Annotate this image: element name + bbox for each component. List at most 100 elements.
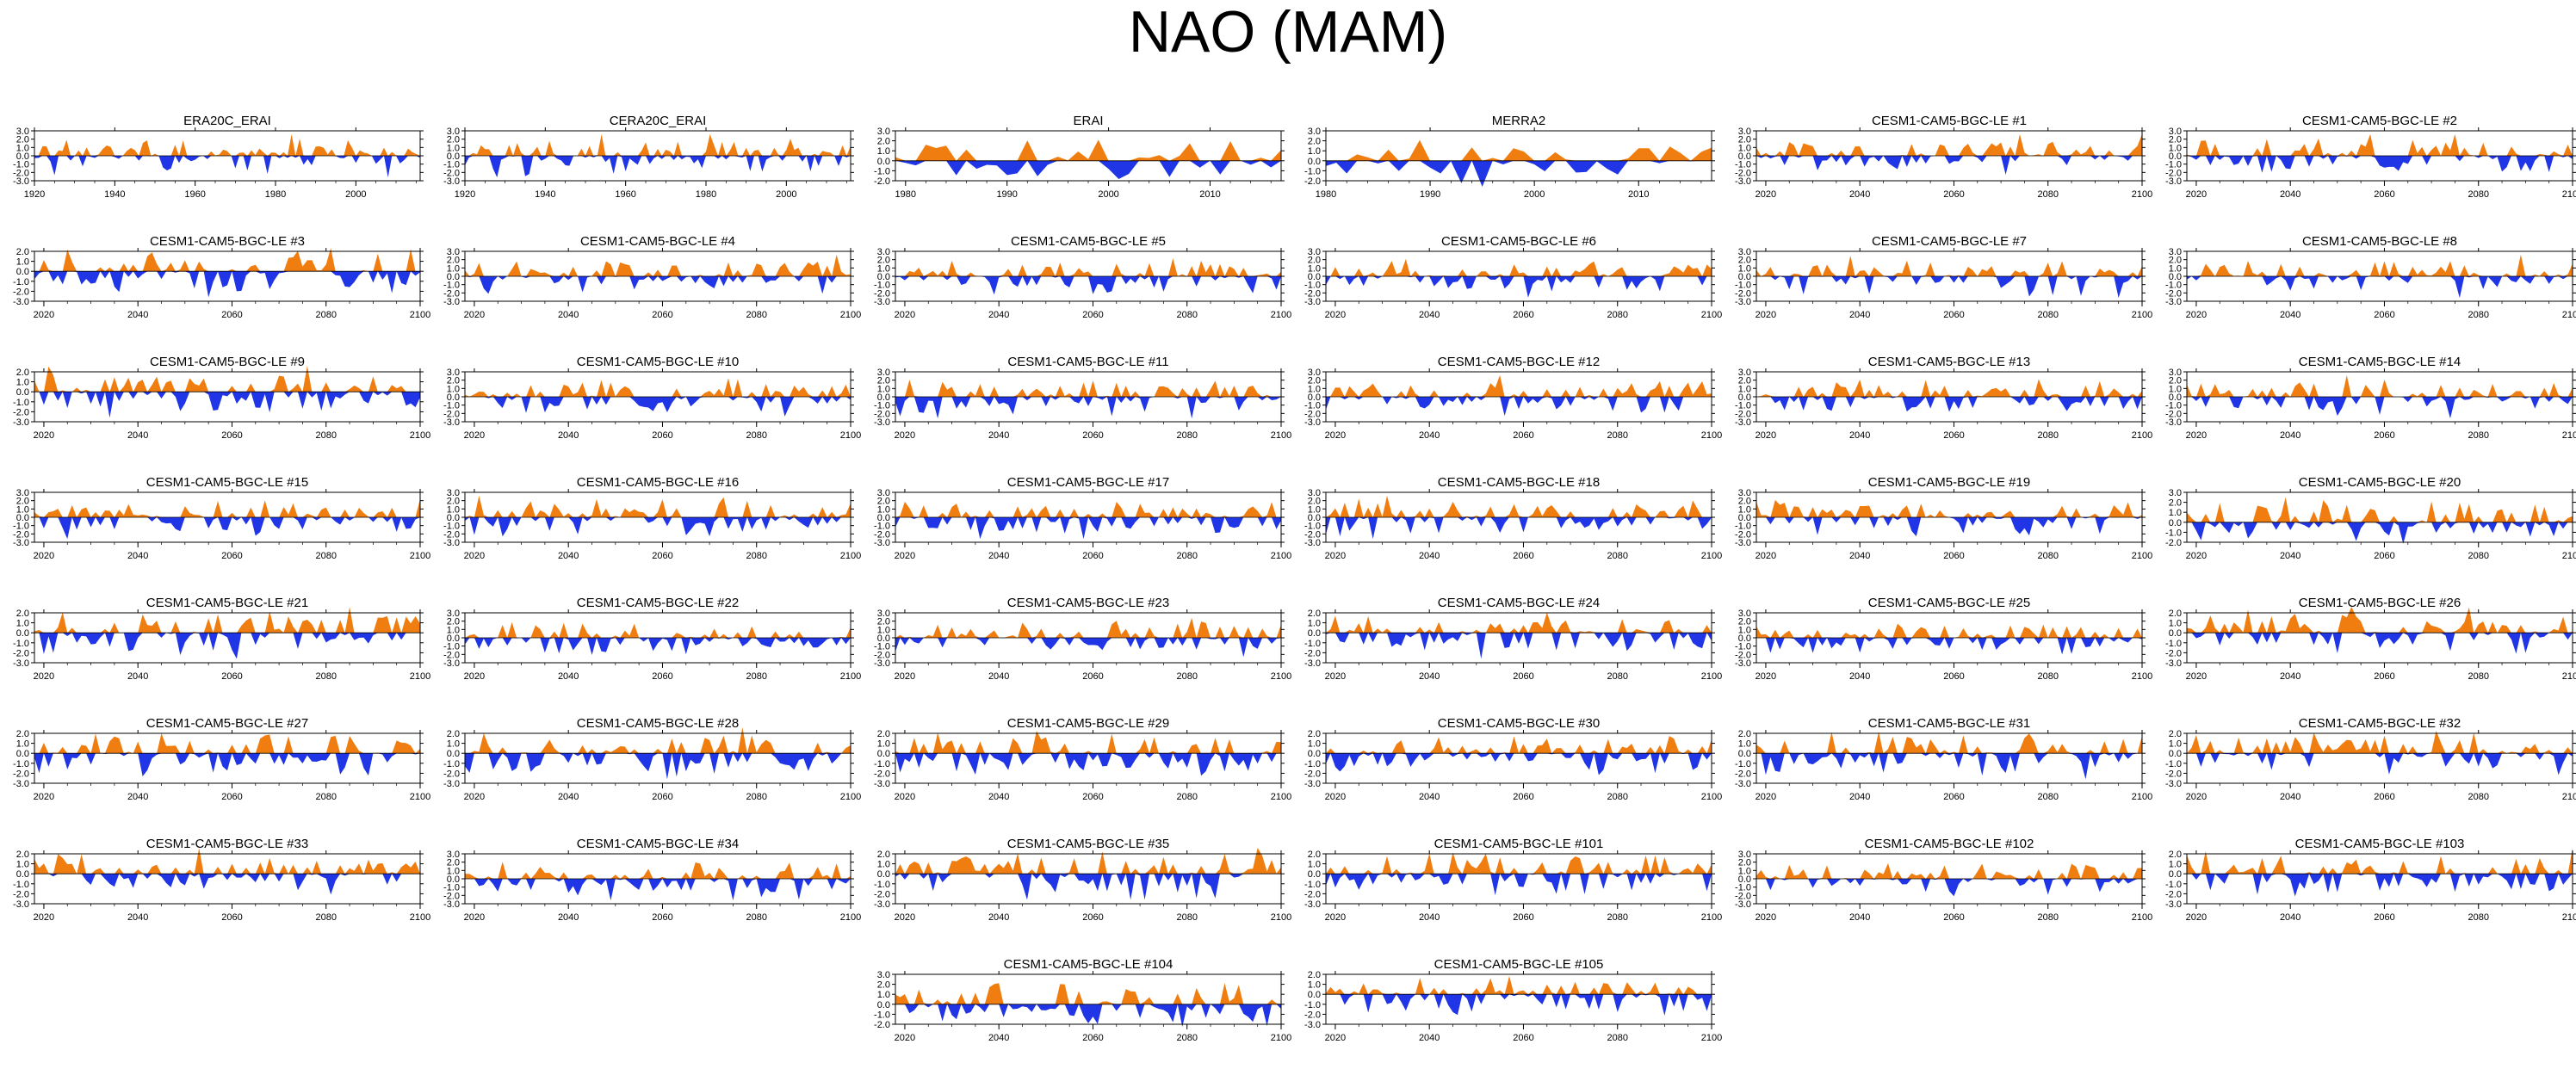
negative-area xyxy=(1756,397,2142,412)
positive-area xyxy=(2187,607,2573,633)
negative-area xyxy=(895,1004,1281,1028)
nao-panel: CESM1-CAM5-BGC-LE #5 3.0 2.0 1.0 0.0 -1.0 -2.0… xyxy=(861,227,1291,334)
y-tick-label: -1.0 xyxy=(443,401,460,411)
y-tick-label: -2.0 xyxy=(13,407,29,417)
x-tick-label: 2100 xyxy=(840,310,861,320)
y-tick-label: -2.0 xyxy=(1304,409,1321,419)
y-tick-label: 0.0 xyxy=(16,387,29,398)
panel-title: CESM1-CAM5-BGC-LE #26 xyxy=(2299,596,2461,610)
negative-area xyxy=(2187,397,2573,419)
nao-panel: MERRA2 3.0 2.0 1.0 0.0 -1.0 -2.0 1980 1990 2000 20… xyxy=(1291,107,1722,213)
x-tick-label: 2060 xyxy=(221,310,242,320)
x-tick-label: 2080 xyxy=(2468,912,2488,923)
nao-panel: CESM1-CAM5-BGC-LE #28 2.0 1.0 0.0 -1.0 -2.0 -3… xyxy=(430,709,861,816)
x-tick-label: 2100 xyxy=(1271,671,1291,682)
y-tick-label: 0.0 xyxy=(1308,513,1321,523)
y-tick-label: -1.0 xyxy=(13,880,29,890)
y-tick-label: -1.0 xyxy=(874,401,890,411)
y-tick-label: 2.0 xyxy=(16,135,29,145)
panel-title: CESM1-CAM5-BGC-LE #105 xyxy=(1434,957,1604,972)
x-tick-label: 2020 xyxy=(464,430,485,441)
panel-title: CESM1-CAM5-BGC-LE #104 xyxy=(1004,957,1173,972)
y-tick-label: 0.0 xyxy=(1738,749,1751,759)
negative-area xyxy=(34,753,420,776)
nao-panel: CESM1-CAM5-BGC-LE #2 3.0 2.0 1.0 0.0 -1.0 -2.0… xyxy=(2152,107,2576,213)
negative-area xyxy=(1756,156,2142,175)
x-tick-label: 2080 xyxy=(1607,912,1627,923)
positive-area xyxy=(1756,499,2142,517)
x-tick-label: 2040 xyxy=(1419,912,1440,923)
nao-panel: CESM1-CAM5-BGC-LE #34 3.0 2.0 1.0 0.0 -1.0 -2.… xyxy=(430,830,861,936)
x-tick-label: 2020 xyxy=(1325,1033,1346,1043)
x-tick-label: 2060 xyxy=(1513,430,1533,441)
panel-chart: CESM1-CAM5-BGC-LE #7 3.02.01.00.0-1.0-2.0… xyxy=(1735,234,2152,320)
panel-title: CESM1-CAM5-BGC-LE #32 xyxy=(2299,716,2461,731)
y-tick-label: -3.0 xyxy=(1304,779,1321,789)
y-tick-label: 2.0 xyxy=(447,376,460,386)
y-tick-label: -1.0 xyxy=(874,166,890,176)
x-tick-label: 2060 xyxy=(1943,792,1964,802)
plot-frame xyxy=(34,250,421,302)
y-tick-label: -2.0 xyxy=(2165,409,2182,419)
nao-panel: CESM1-CAM5-BGC-LE #3 2.0 1.0 0.0 -1.0 -2.0 -3.… xyxy=(0,227,430,334)
y-tick-label: -3.0 xyxy=(874,417,890,428)
y-tick-label: -2.0 xyxy=(13,168,29,178)
y-tick-label: 3.0 xyxy=(16,127,29,137)
panel-title: CESM1-CAM5-BGC-LE #2 xyxy=(2302,114,2457,128)
y-tick-label: 1.0 xyxy=(877,384,890,394)
y-tick-label: -1.0 xyxy=(874,281,890,291)
panel-title: CESM1-CAM5-BGC-LE #21 xyxy=(146,596,308,610)
x-tick-label: 2020 xyxy=(464,310,485,320)
y-tick-label: -2.0 xyxy=(1735,409,1751,419)
x-tick-label: 2100 xyxy=(2132,912,2152,923)
x-tick-label: 2080 xyxy=(746,671,766,682)
y-tick-label: 3.0 xyxy=(2169,368,2182,378)
positive-area xyxy=(465,133,851,156)
y-tick-label: 3.0 xyxy=(447,247,460,257)
y-tick-label: 0.0 xyxy=(16,513,29,523)
y-tick-label: 1.0 xyxy=(2169,384,2182,394)
y-tick-label: 1.0 xyxy=(447,625,460,635)
nao-panel: CESM1-CAM5-BGC-LE #104 3.0 2.0 1.0 0.0 -1.0 -2… xyxy=(861,950,1291,1057)
x-tick-label: 1940 xyxy=(535,189,555,200)
y-tick-label: 1.0 xyxy=(877,990,890,1000)
x-tick-label: 2100 xyxy=(2562,671,2576,682)
x-tick-label: 2080 xyxy=(1176,430,1197,441)
positive-area xyxy=(1326,852,1712,874)
x-tick-label: 2100 xyxy=(1701,430,1722,441)
y-tick-label: 3.0 xyxy=(877,488,890,498)
y-tick-label: 1.0 xyxy=(1308,384,1321,394)
y-tick-label: 2.0 xyxy=(1308,609,1321,619)
positive-area xyxy=(2187,374,2573,397)
positive-area xyxy=(465,862,851,879)
negative-area xyxy=(1326,753,1712,775)
x-tick-label: 2060 xyxy=(1943,430,1964,441)
x-tick-label: 2040 xyxy=(1849,551,1870,561)
y-tick-label: -1.0 xyxy=(874,759,890,769)
x-tick-label: 2040 xyxy=(558,310,579,320)
negative-area xyxy=(34,517,420,540)
x-tick-label: 2040 xyxy=(558,671,579,682)
x-tick-label: 2040 xyxy=(127,310,148,320)
negative-area xyxy=(465,638,851,656)
x-tick-label: 2100 xyxy=(2562,551,2576,561)
nao-panel: CESM1-CAM5-BGC-LE #7 3.0 2.0 1.0 0.0 -1.0 -2.0… xyxy=(1722,227,2152,334)
y-tick-label: -1.0 xyxy=(2165,401,2182,411)
y-tick-label: 3.0 xyxy=(1738,247,1751,257)
nao-panel: CESM1-CAM5-BGC-LE #23 3.0 2.0 1.0 0.0 -1.0 -2.… xyxy=(861,589,1291,695)
panel-chart: CESM1-CAM5-BGC-LE #5 3.02.01.00.0-1.0-2.0… xyxy=(874,234,1291,320)
positive-area xyxy=(2187,133,2573,156)
y-tick-label: -1.0 xyxy=(443,281,460,291)
y-tick-label: 2.0 xyxy=(1308,970,1321,980)
y-tick-label: 0.0 xyxy=(16,749,29,759)
negative-area xyxy=(2187,633,2573,654)
y-tick-label: -1.0 xyxy=(443,759,460,769)
y-tick-label: 0.0 xyxy=(1308,272,1321,282)
x-tick-label: 2020 xyxy=(1756,792,1776,802)
y-tick-label: 2.0 xyxy=(877,497,890,507)
nao-panel: CESM1-CAM5-BGC-LE #29 2.0 1.0 0.0 -1.0 -2.0 -3… xyxy=(861,709,1291,816)
y-tick-label: 0.0 xyxy=(2169,749,2182,759)
y-tick-label: -3.0 xyxy=(874,538,890,548)
x-tick-label: 2060 xyxy=(1082,912,1103,923)
x-tick-label: 2100 xyxy=(2132,551,2152,561)
